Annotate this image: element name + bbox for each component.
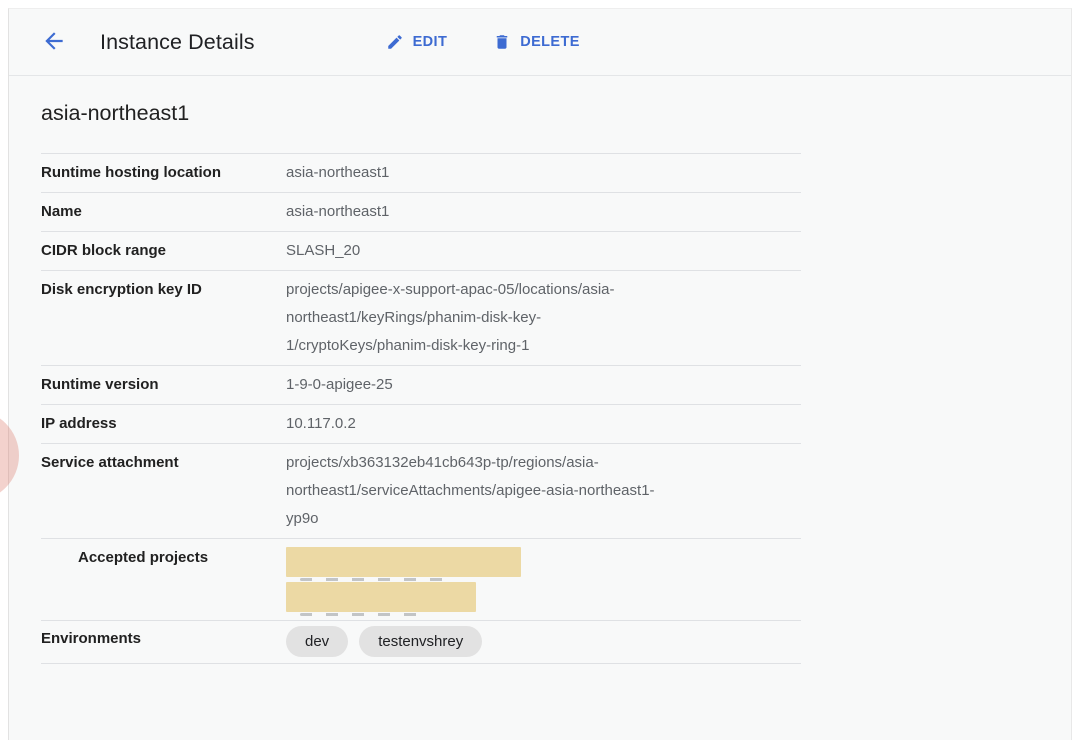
field-label: Environments bbox=[41, 630, 142, 647]
table-row-name: Name asia-northeast1 bbox=[41, 193, 801, 232]
instance-details-panel: Instance Details EDIT DELETE asia-northe… bbox=[8, 8, 1072, 740]
field-label: Service attachment bbox=[41, 454, 179, 471]
field-value: SLASH_20 bbox=[286, 242, 361, 259]
back-button[interactable] bbox=[41, 28, 67, 57]
table-row-runtime-hosting-location: Runtime hosting location asia-northeast1 bbox=[41, 154, 801, 193]
field-value-redacted bbox=[286, 544, 680, 616]
field-label: IP address bbox=[41, 415, 117, 432]
environment-chip: testenvshrey bbox=[359, 626, 483, 657]
edit-button[interactable]: EDIT bbox=[386, 33, 448, 51]
delete-button[interactable]: DELETE bbox=[493, 33, 580, 51]
table-row-accepted-projects: Accepted projects bbox=[41, 539, 801, 621]
back-arrow-icon bbox=[41, 28, 67, 57]
field-label: Runtime hosting location bbox=[41, 164, 221, 181]
instance-name-heading: asia-northeast1 bbox=[41, 76, 801, 154]
redacted-value-bar bbox=[286, 547, 521, 581]
table-row-ip-address: IP address 10.117.0.2 bbox=[41, 405, 801, 444]
environments-chip-list: dev testenvshrey bbox=[286, 625, 680, 657]
table-row-environments: Environments dev testenvshrey bbox=[41, 621, 801, 664]
field-value: asia-northeast1 bbox=[286, 203, 390, 220]
field-label: Runtime version bbox=[41, 376, 159, 393]
field-value: projects/apigee-x-support-apac-05/locati… bbox=[286, 281, 615, 354]
edit-button-label: EDIT bbox=[412, 34, 448, 50]
field-value: projects/xb363132eb41cb643p-tp/regions/a… bbox=[286, 454, 655, 527]
trash-icon bbox=[493, 33, 520, 51]
field-label: Name bbox=[41, 203, 82, 220]
instance-details-content: asia-northeast1 Runtime hosting location… bbox=[41, 76, 801, 664]
page-header: Instance Details EDIT DELETE bbox=[9, 9, 1071, 76]
table-row-cidr-block-range: CIDR block range SLASH_20 bbox=[41, 232, 801, 271]
instance-details-table: Runtime hosting location asia-northeast1… bbox=[41, 154, 801, 664]
redacted-value-bar bbox=[286, 582, 476, 616]
table-row-runtime-version: Runtime version 1-9-0-apigee-25 bbox=[41, 366, 801, 405]
table-row-disk-encryption-key-id: Disk encryption key ID projects/apigee-x… bbox=[41, 271, 801, 366]
pencil-icon bbox=[386, 33, 413, 51]
field-label: CIDR block range bbox=[41, 242, 167, 259]
field-label: Accepted projects bbox=[78, 549, 209, 566]
table-row-service-attachment: Service attachment projects/xb363132eb41… bbox=[41, 444, 801, 539]
field-label: Disk encryption key ID bbox=[41, 281, 202, 298]
environment-chip: dev bbox=[286, 626, 349, 657]
page-title: Instance Details bbox=[100, 29, 255, 54]
delete-button-label: DELETE bbox=[520, 34, 580, 50]
field-value: 10.117.0.2 bbox=[286, 415, 356, 432]
field-value: 1-9-0-apigee-25 bbox=[286, 376, 393, 393]
field-value: asia-northeast1 bbox=[286, 164, 390, 181]
